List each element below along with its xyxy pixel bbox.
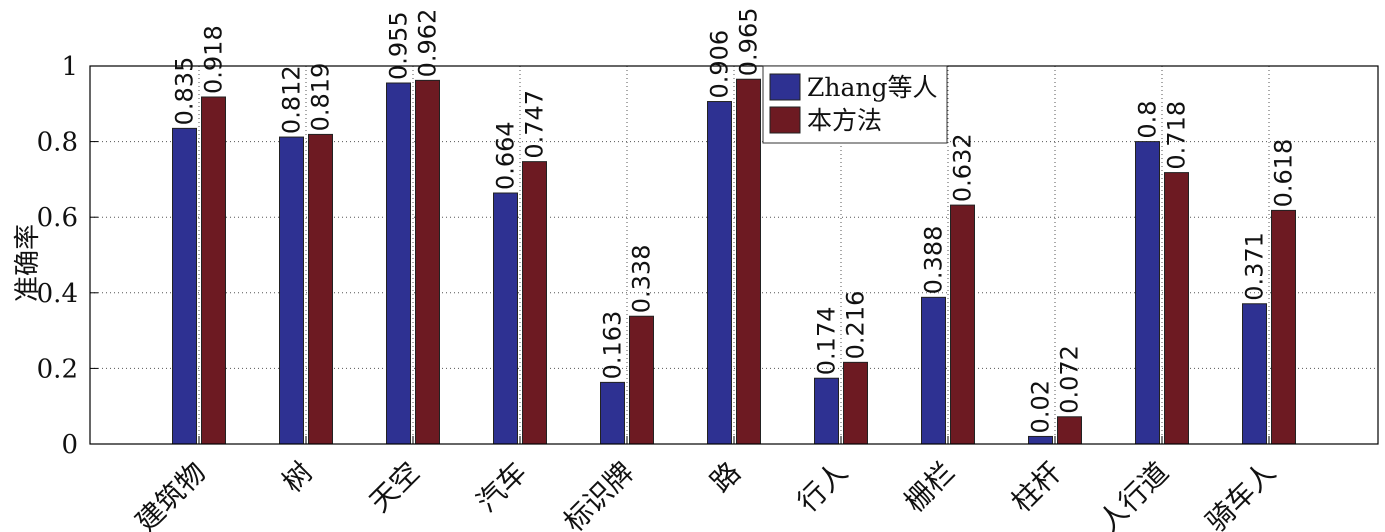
bar-zhang xyxy=(1242,303,1267,445)
data-label: 0.632 xyxy=(949,133,977,202)
legend-label-zhang: Zhang等人 xyxy=(807,73,937,102)
legend-label-ours: 本方法 xyxy=(807,106,882,135)
bar-zhang xyxy=(1135,141,1160,445)
y-tick-label: 0.8 xyxy=(37,128,78,158)
x-tick-label: 柱杆 xyxy=(1005,456,1068,519)
data-label: 0.072 xyxy=(1056,345,1084,414)
bar-ours xyxy=(1057,416,1082,445)
data-label: 0.819 xyxy=(307,63,335,132)
data-label: 0.371 xyxy=(1241,232,1269,301)
bar-ours xyxy=(1271,209,1296,445)
data-label: 0.918 xyxy=(200,25,228,94)
bar-zhang xyxy=(814,377,839,445)
data-label: 0.835 xyxy=(171,57,199,126)
bar-ours xyxy=(629,315,654,445)
bar-zhang xyxy=(707,101,732,445)
x-tick-label: 天空 xyxy=(363,456,426,519)
plot-frame xyxy=(89,65,1379,445)
bar-ours xyxy=(1164,172,1189,445)
y-axis-label: 准确率 xyxy=(13,224,43,302)
bar-ours xyxy=(843,361,868,445)
data-label: 0.962 xyxy=(414,9,442,78)
data-label: 0.388 xyxy=(920,226,948,295)
data-label: 0.216 xyxy=(842,291,870,360)
data-label: 0.965 xyxy=(735,8,763,77)
legend-swatch-zhang xyxy=(769,73,801,101)
bar-zhang xyxy=(493,192,518,445)
bar-ours xyxy=(736,78,761,445)
data-label: 0.618 xyxy=(1270,139,1298,208)
data-label: 0.664 xyxy=(492,121,520,190)
bar-zhang xyxy=(921,296,946,445)
bar-ours xyxy=(950,204,975,445)
x-tick-label: 人行道 xyxy=(1092,456,1175,532)
x-tick-label: 汽车 xyxy=(470,456,533,519)
data-label: 0.02 xyxy=(1027,380,1055,433)
x-tick-label: 路 xyxy=(704,456,747,499)
bar-ours xyxy=(308,133,333,445)
x-tick-label: 骑车人 xyxy=(1199,456,1282,532)
bar-zhang xyxy=(172,127,197,445)
data-label: 0.8 xyxy=(1134,100,1162,138)
bar-zhang xyxy=(1028,435,1053,445)
data-label: 0.906 xyxy=(706,30,734,99)
bar-ours xyxy=(201,96,226,445)
bar-zhang xyxy=(600,381,625,445)
data-label: 0.812 xyxy=(278,65,306,134)
grid-lines xyxy=(90,66,1378,444)
bar-zhang xyxy=(279,136,304,445)
x-tick-label: 树 xyxy=(276,456,319,499)
x-tick-label: 建筑物 xyxy=(129,456,212,532)
y-tick-label: 0.6 xyxy=(37,203,78,233)
data-label: 0.338 xyxy=(628,245,656,314)
y-tick-label: 0.4 xyxy=(37,279,78,309)
data-label: 0.718 xyxy=(1163,101,1191,170)
bar-ours xyxy=(522,161,547,445)
data-label: 0.955 xyxy=(385,11,413,80)
bars xyxy=(172,78,1296,445)
data-label: 0.163 xyxy=(599,311,627,380)
value-labels: 0.835 0.812 0.955 0.664 0.163 0.906 0.174 0.388… xyxy=(171,8,1298,434)
x-tick-label: 栅栏 xyxy=(898,456,961,519)
x-tick-label: 行人 xyxy=(791,456,854,519)
bar-zhang xyxy=(386,82,411,445)
bar-ours xyxy=(415,79,440,445)
legend-swatch-ours xyxy=(769,106,801,134)
legend: Zhang等人 本方法 xyxy=(762,65,948,144)
data-label: 0.747 xyxy=(521,90,549,159)
x-tick-label: 标识牌 xyxy=(557,456,640,532)
data-label: 0.174 xyxy=(813,307,841,376)
y-tick-label: 1 xyxy=(61,52,78,82)
y-tick-label: 0 xyxy=(61,430,78,460)
y-tick-label: 0.2 xyxy=(37,354,78,384)
